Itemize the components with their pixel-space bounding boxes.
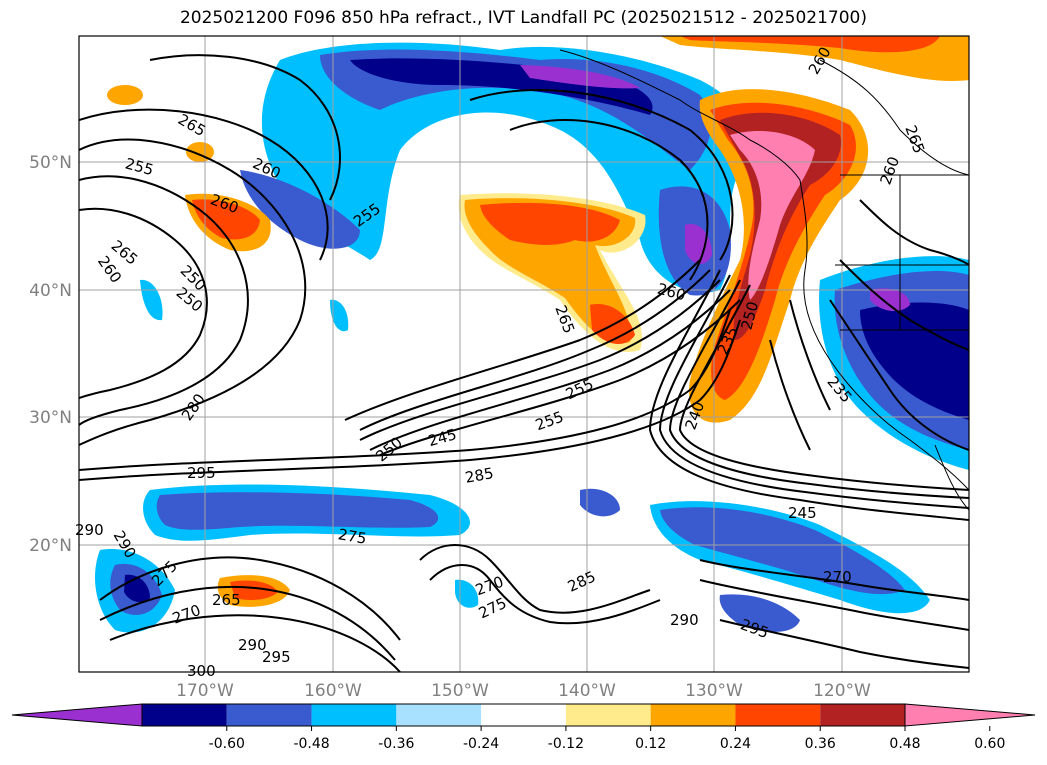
colorbar-extend-low — [11, 703, 143, 727]
lat-label: 40°N — [29, 281, 72, 301]
blue-blob-mid — [580, 488, 620, 517]
lon-label: 160°W — [304, 681, 362, 701]
colorbar-extend-high — [904, 703, 1036, 727]
contours — [79, 54, 969, 672]
colorbar-tick-label: 0.60 — [974, 736, 1005, 752]
darkblue-field-southeast — [660, 507, 905, 595]
contour-label: 265 — [212, 591, 241, 609]
map-plot-area — [79, 36, 969, 672]
contour-label: 300 — [187, 662, 216, 680]
coastline-canada — [819, 59, 969, 176]
contour-label: 245 — [788, 504, 817, 522]
lat-axis: 50°N 40°N 30°N 20°N — [29, 153, 72, 556]
contour-label: 270 — [823, 568, 852, 586]
plot-title: 2025021200 F096 850 hPa refract., IVT La… — [179, 8, 867, 28]
contour-label: 245 — [426, 425, 458, 450]
coastline-alaska — [559, 49, 801, 181]
lat-label: 50°N — [29, 153, 72, 173]
colorbar-swatch — [820, 704, 905, 726]
blue-field-west — [240, 170, 360, 249]
coastline-mexico — [934, 444, 969, 511]
darkblue-field-south — [156, 492, 439, 530]
contour-label: 255 — [563, 375, 597, 403]
colorbar-tick-label: -0.48 — [293, 736, 329, 752]
colorbar-swatch — [481, 704, 566, 726]
contour-north — [149, 54, 341, 201]
colorbar-tick-label: 0.36 — [805, 736, 836, 752]
contour-250-jet — [359, 279, 721, 441]
lon-label: 150°W — [431, 681, 489, 701]
red-field-sw — [230, 580, 278, 600]
contour-label: 240 — [681, 399, 708, 432]
coastline-westcoast — [799, 179, 969, 491]
colorbar-swatch — [396, 704, 482, 726]
colorbar-swatch — [735, 704, 821, 726]
colorbar-tick-label: 0.48 — [889, 736, 920, 752]
contour-east-interior — [859, 199, 969, 266]
shaded-field — [95, 36, 969, 633]
colorbar-swatch — [311, 704, 397, 726]
lat-label: 30°N — [29, 408, 72, 428]
purple-field-ne — [685, 224, 712, 265]
contour-label: 295 — [262, 648, 291, 666]
contour-label: 275 — [337, 525, 368, 548]
colorbar-swatch — [142, 704, 227, 726]
pink-field-coast-2 — [730, 130, 815, 300]
lon-axis: 170°W 160°W 150°W 140°W 130°W 120°W — [176, 681, 871, 701]
colorbar-outline — [141, 703, 906, 727]
contour-center-loop — [509, 119, 709, 281]
state-borders — [835, 174, 969, 331]
colorbar-swatch — [226, 704, 312, 726]
contour-label: 290 — [238, 636, 267, 654]
colorbar-swatch — [565, 704, 651, 726]
contour-label: 250 — [372, 433, 406, 465]
contour-label: 285 — [565, 567, 599, 595]
contour-west-loops — [79, 138, 307, 446]
contour-label: 270 — [170, 601, 203, 628]
colorbar-tick-label: -0.36 — [378, 736, 414, 752]
gridlines — [79, 36, 969, 672]
contour-label: 290 — [75, 521, 104, 539]
colorbar-swatch — [650, 704, 736, 726]
contour-label: 285 — [464, 464, 495, 487]
lon-label: 170°W — [176, 681, 234, 701]
blue-blob-c2 — [140, 279, 163, 321]
map-frame — [78, 35, 970, 673]
lon-label: 130°W — [685, 681, 743, 701]
colorbar-tick-label: -0.24 — [463, 736, 499, 752]
red-field-top — [680, 36, 940, 53]
blue-blob-c1 — [330, 299, 349, 332]
colorbar-tick-label: -0.12 — [548, 736, 584, 752]
contour-label: 280 — [178, 390, 209, 424]
contour-label: 255 — [123, 154, 155, 179]
orange-blob-nw — [107, 85, 143, 105]
colorbar-tick-label: -0.60 — [209, 736, 245, 752]
colorbar: -0.60 -0.48 -0.36 -0.24 -0.12 0.12 0.24 0.36 0.4… — [11, 703, 1036, 752]
purple-field-north — [520, 65, 640, 89]
blue-blob-se2 — [719, 594, 800, 632]
contour-label: 260 — [876, 154, 903, 187]
lat-label: 20°N — [29, 536, 72, 556]
lon-label: 120°W — [813, 681, 871, 701]
red-field-center — [480, 202, 620, 245]
navy-field-east — [860, 302, 969, 420]
colorbar-tick-label: 0.12 — [635, 736, 666, 752]
contour-label: 265 — [901, 123, 928, 156]
coastlines — [559, 49, 969, 511]
contour-285 — [79, 319, 741, 481]
red-field-west — [192, 199, 260, 240]
blue-blob-mid-2 — [455, 579, 479, 608]
contour-south — [99, 556, 401, 641]
contour-label: 255 — [533, 408, 566, 435]
colorbar-tick-label: 0.24 — [720, 736, 751, 752]
contour-hairpin-east — [648, 269, 969, 521]
contour-label: 290 — [670, 611, 699, 629]
contour-label: 295 — [187, 464, 216, 482]
lon-label: 140°W — [558, 681, 616, 701]
